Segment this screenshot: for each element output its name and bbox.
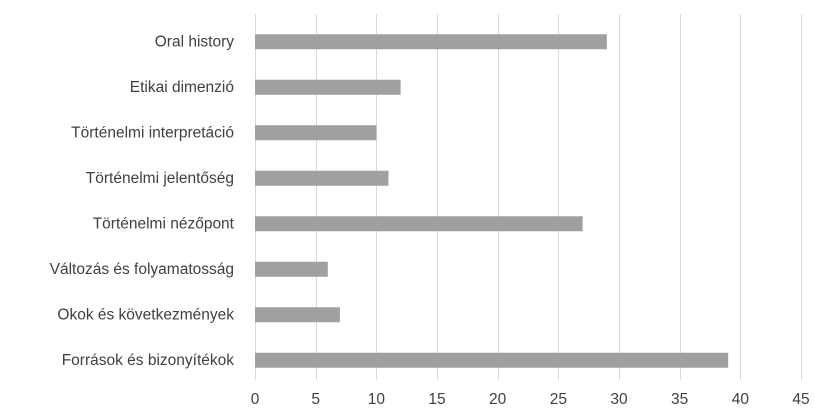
- x-tick-label: 25: [550, 391, 567, 408]
- x-tick-label: 45: [792, 391, 809, 408]
- bar-5: [255, 216, 583, 232]
- bar-4: [255, 170, 389, 186]
- x-tick-label: 15: [428, 391, 445, 408]
- bar-2: [255, 79, 401, 95]
- bar-3: [255, 125, 377, 141]
- category-label: Történelmi interpretáció: [71, 124, 234, 141]
- category-label: Változás és folyamatosság: [50, 261, 234, 278]
- x-axis-tick-labels: 0 5 10 15 20 25 30 35 40 45: [251, 391, 810, 408]
- x-tick-label: 0: [251, 391, 260, 408]
- x-tick-label: 20: [489, 391, 507, 408]
- bar-8: [255, 352, 729, 368]
- bar-6: [255, 261, 328, 277]
- category-label: Források és bizonyítékok: [62, 352, 235, 369]
- bars: [255, 34, 729, 368]
- x-tick-label: 5: [311, 391, 320, 408]
- x-tick-label: 10: [368, 391, 386, 408]
- category-label: Okok és következmények: [57, 306, 234, 323]
- gridlines: [255, 14, 802, 380]
- x-tick-label: 35: [671, 391, 688, 408]
- x-tick-label: 30: [610, 391, 628, 408]
- x-tick-label: 40: [732, 391, 750, 408]
- bar-7: [255, 307, 340, 323]
- category-labels: Oral history Etikai dimenzió Történelmi in…: [50, 33, 235, 369]
- category-label: Etikai dimenzió: [130, 79, 234, 96]
- category-label: Oral history: [155, 33, 234, 50]
- category-label: Történelmi jelentőség: [86, 170, 234, 187]
- category-label: Történelmi nézőpont: [93, 215, 235, 232]
- bar-1: [255, 34, 607, 50]
